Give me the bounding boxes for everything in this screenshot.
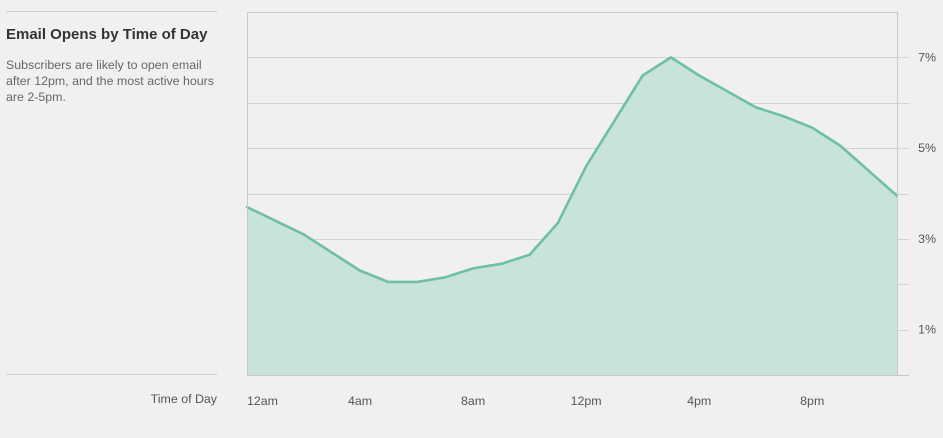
area-fill [247,57,897,375]
x-tick-label: 8am [461,394,485,408]
x-tick-label: 4am [348,394,372,408]
chart-title: Email Opens by Time of Day [6,26,208,43]
x-axis-title: Time of Day [150,392,217,406]
y-tick-label: 5% [918,141,936,155]
series-line [245,56,899,284]
y-tick-label: 3% [918,232,936,246]
line-layer [245,56,899,284]
area-layer [247,57,897,375]
y-tick-label: 7% [918,50,936,64]
x-tick-label: 12am [247,394,278,408]
tick-layer: 1% 3% 5% 7% 12am 4am 8am 12pm 4pm 8pm [247,50,936,408]
sidebar-top-divider [6,11,217,12]
chart-description: Subscribers are likely to open email aft… [6,58,214,104]
sidebar-bottom-divider [6,374,217,375]
x-tick-label: 8pm [800,394,824,408]
frame-layer [247,12,909,376]
x-tick-label: 12pm [571,394,602,408]
y-tick-label: 1% [918,323,936,337]
x-tick-label: 4pm [687,394,711,408]
sidebar: Email Opens by Time of Day Subscribers a… [6,11,217,105]
